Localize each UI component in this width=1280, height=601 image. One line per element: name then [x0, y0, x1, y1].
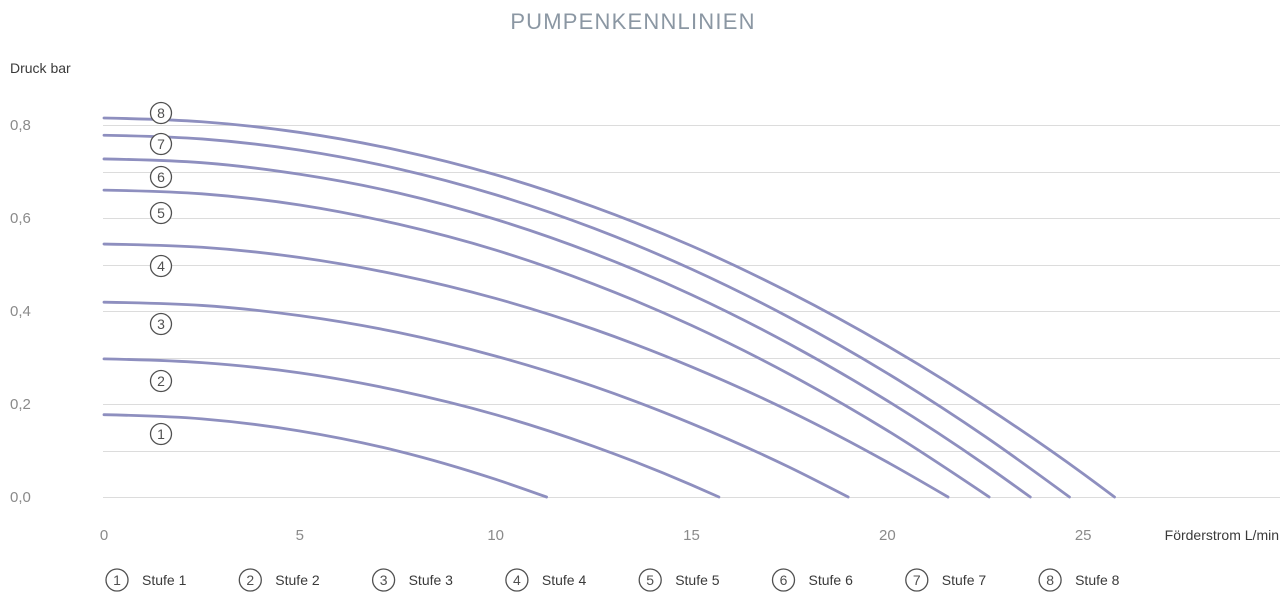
x-tick-label: 10 — [487, 527, 504, 544]
curve-marker-stufe-7: 7 — [149, 132, 173, 156]
legend-marker-label: 1 — [113, 572, 121, 588]
curve-markers: 1 2 3 4 5 6 7 8 — [149, 101, 173, 446]
legend-label: Stufe 1 — [142, 572, 187, 588]
y-tick-labels: 0,0 0,2 0,4 0,6 0,8 — [10, 117, 31, 506]
y-tick-label: 0,0 — [10, 489, 31, 506]
legend-item-stufe-4: 4 Stufe 4 — [505, 568, 587, 592]
curve-marker-circle — [149, 254, 173, 278]
chart-title: PUMPENKENNLINIEN — [510, 9, 755, 34]
legend-label: Stufe 7 — [942, 572, 987, 588]
curve-marker-stufe-1: 1 — [149, 422, 173, 446]
legend-marker-label: 7 — [913, 572, 921, 588]
legend-item-stufe-1: 1 Stufe 1 — [105, 568, 187, 592]
legend-item-stufe-5: 5 Stufe 5 — [638, 568, 720, 592]
x-axis-label: Förderstrom L/min — [1165, 527, 1279, 543]
x-tick-label: 0 — [100, 527, 108, 544]
curve-stufe-7 — [102, 133, 1071, 499]
legend-marker-circle — [1038, 568, 1062, 592]
legend-marker-circle — [238, 568, 262, 592]
legend-marker-circle — [638, 568, 662, 592]
legend-label: Stufe 6 — [809, 572, 854, 588]
curve-marker-circle — [149, 422, 173, 446]
curve-marker-stufe-2: 2 — [149, 369, 173, 393]
legend-marker-label: 2 — [246, 572, 254, 588]
curve-stufe-4 — [102, 242, 950, 499]
legend-marker-circle — [771, 568, 796, 592]
legend-marker-label: 6 — [780, 572, 788, 588]
curve-marker-circle — [149, 132, 173, 156]
legend-item-stufe-2: 2 Stufe 2 — [238, 568, 320, 592]
curve-marker-label: 2 — [157, 373, 165, 389]
curve-marker-label: 4 — [157, 258, 165, 274]
x-tick-label: 20 — [879, 527, 896, 544]
x-tick-label: 15 — [683, 527, 700, 544]
curve-marker-stufe-8: 8 — [149, 101, 173, 125]
y-tick-label: 0,4 — [10, 303, 31, 320]
curve-marker-stufe-5: 5 — [149, 201, 173, 225]
curve-stufe-5 — [102, 188, 991, 499]
x-tick-label: 25 — [1075, 527, 1092, 544]
curve-marker-circle — [149, 312, 173, 336]
legend-label: Stufe 8 — [1075, 572, 1120, 588]
legend-marker-circle — [105, 568, 129, 592]
curve-marker-stufe-6: 6 — [149, 165, 173, 189]
curve-stufe-3 — [102, 300, 850, 499]
legend-label: Stufe 3 — [409, 572, 454, 588]
legend-marker-label: 8 — [1046, 572, 1054, 588]
curve-marker-label: 8 — [157, 105, 165, 121]
x-tick-label: 5 — [296, 527, 304, 544]
legend-marker-label: 5 — [646, 572, 654, 588]
legend-marker-circle — [905, 568, 929, 592]
curve-marker-circle — [149, 165, 173, 189]
legend-item-stufe-3: 3 Stufe 3 — [371, 568, 454, 592]
pump-curves — [102, 116, 1116, 499]
x-tick-labels: 0 5 10 15 20 25 — [100, 527, 1092, 544]
curve-stufe-8 — [102, 116, 1116, 499]
y-axis-label: Druck bar — [10, 60, 71, 76]
curve-marker-circle — [149, 369, 173, 393]
legend-label: Stufe 2 — [275, 572, 320, 588]
curve-marker-stufe-4: 4 — [149, 254, 173, 278]
gridlines — [103, 125, 1280, 498]
legend-item-stufe-6: 6 Stufe 6 — [771, 568, 854, 592]
curve-stufe-6 — [102, 157, 1032, 499]
curve-marker-circle — [149, 101, 173, 125]
legend-item-stufe-7: 7 Stufe 7 — [905, 568, 987, 592]
legend-marker-circle — [505, 568, 529, 592]
curve-stufe-2 — [102, 357, 721, 499]
curve-marker-label: 6 — [157, 169, 165, 185]
legend-label: Stufe 4 — [542, 572, 587, 588]
y-tick-label: 0,8 — [10, 117, 31, 134]
curve-marker-stufe-3: 3 — [149, 312, 173, 336]
legend-marker-label: 4 — [513, 572, 521, 588]
legend: 1 Stufe 1 2 Stufe 2 3 Stufe 3 4 Stufe 4 5 Stufe 5… — [105, 568, 1120, 592]
curve-marker-label: 7 — [157, 136, 165, 152]
legend-item-stufe-8: 8 Stufe 8 — [1038, 568, 1120, 592]
legend-marker-label: 3 — [380, 572, 388, 588]
legend-marker-circle — [371, 568, 396, 592]
curve-marker-label: 1 — [157, 426, 165, 442]
y-tick-label: 0,6 — [10, 210, 31, 227]
y-tick-label: 0,2 — [10, 396, 31, 413]
curve-marker-circle — [149, 201, 173, 225]
curve-marker-label: 5 — [157, 205, 165, 221]
curve-stufe-1 — [102, 413, 548, 499]
curve-marker-label: 3 — [157, 316, 165, 332]
legend-label: Stufe 5 — [675, 572, 720, 588]
